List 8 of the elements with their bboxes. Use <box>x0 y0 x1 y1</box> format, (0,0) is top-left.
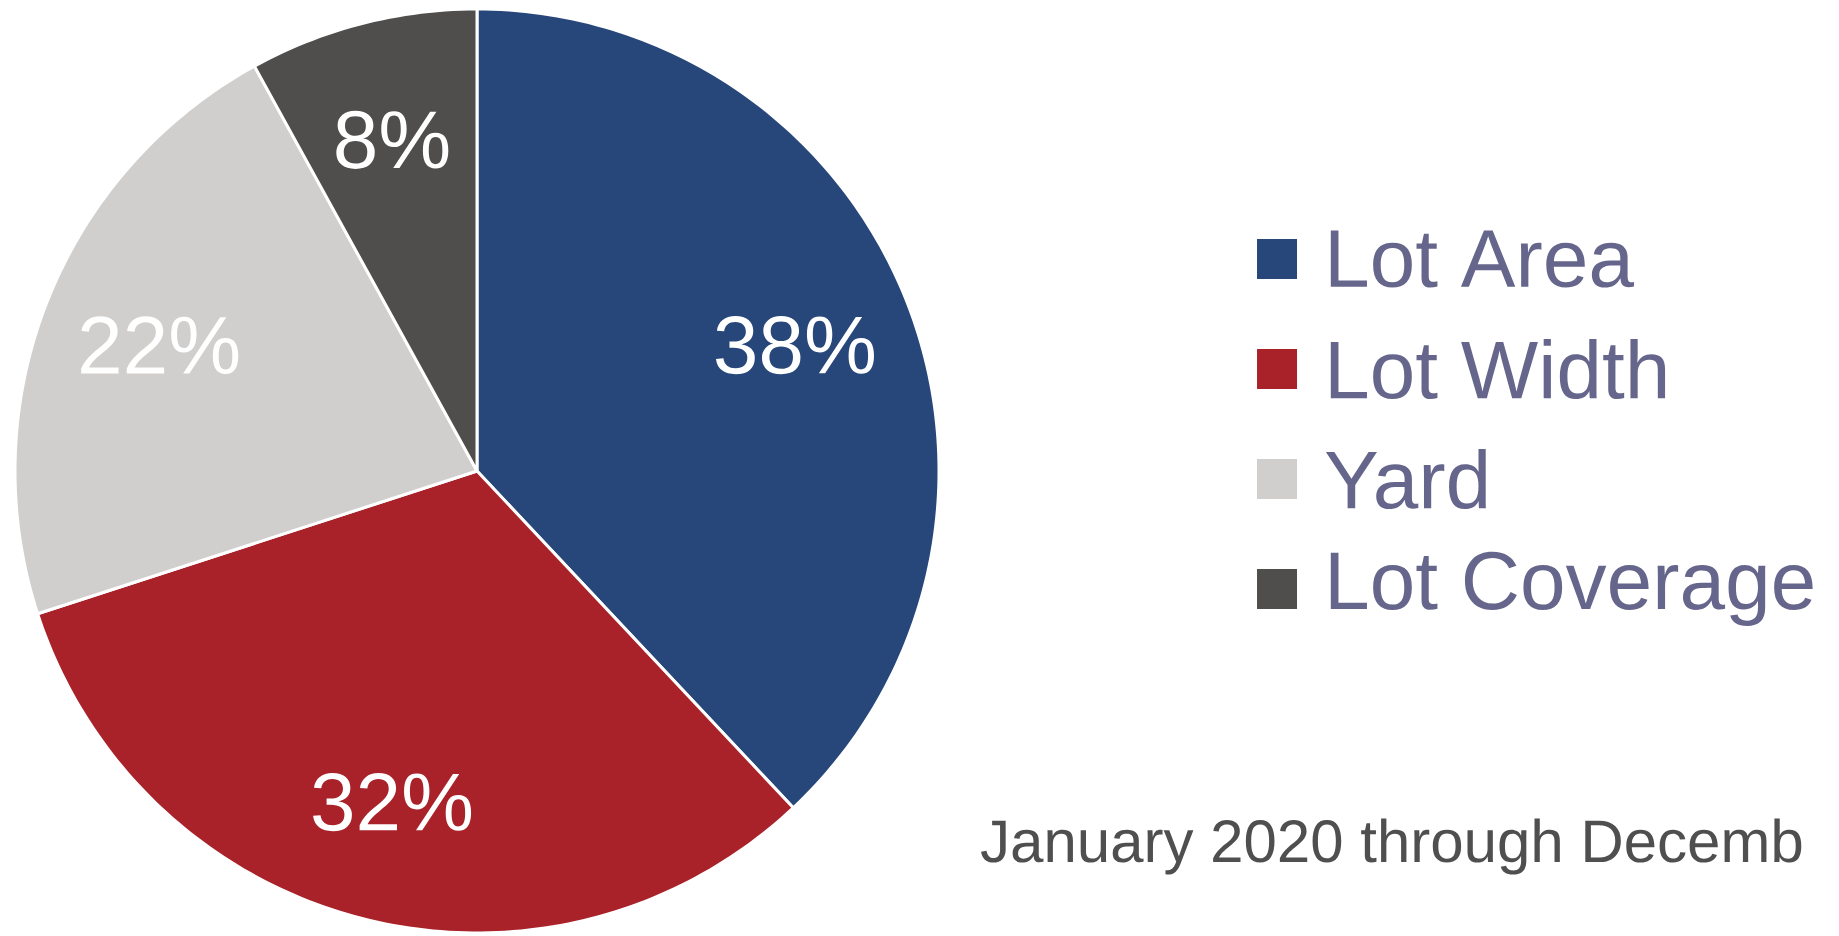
legend-label: Lot Coverage <box>1330 551 1813 627</box>
text: January 2020 through Decemb <box>981 818 1802 875</box>
data-label: 32% <box>313 773 472 832</box>
legend-label: Yard <box>1325 448 1486 510</box>
data-label: 8% <box>336 110 449 169</box>
data-label: 38% <box>715 316 874 375</box>
legend-label: Lot Width <box>1330 338 1666 400</box>
legend-label: Lot Area <box>1330 230 1634 288</box>
